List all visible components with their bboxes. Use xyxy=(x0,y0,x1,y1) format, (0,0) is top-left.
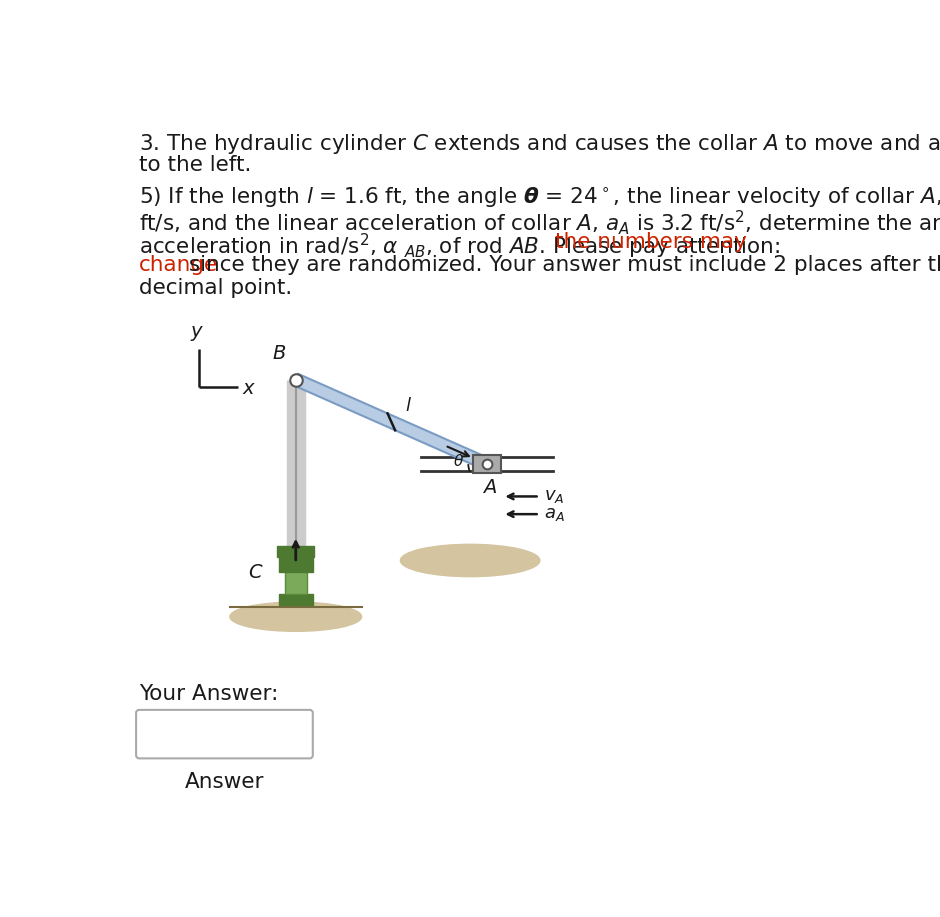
FancyBboxPatch shape xyxy=(278,555,313,572)
Text: ft/s, and the linear acceleration of collar $A$, $a_A$ is 3.2 ft/s$^2$, determin: ft/s, and the linear acceleration of col… xyxy=(139,208,940,238)
FancyBboxPatch shape xyxy=(136,710,313,758)
Text: $B$: $B$ xyxy=(273,344,287,362)
Text: decimal point.: decimal point. xyxy=(139,278,292,298)
Text: $x$: $x$ xyxy=(242,379,256,397)
FancyBboxPatch shape xyxy=(285,555,306,594)
Polygon shape xyxy=(293,374,490,470)
FancyBboxPatch shape xyxy=(278,594,313,605)
Text: $l$: $l$ xyxy=(405,397,413,415)
Text: change: change xyxy=(139,255,218,275)
FancyBboxPatch shape xyxy=(473,455,501,473)
Ellipse shape xyxy=(400,545,540,577)
Text: 3. The hydraulic cylinder $C$ extends and causes the collar $A$ to move and acce: 3. The hydraulic cylinder $C$ extends an… xyxy=(139,132,940,156)
Text: $A$: $A$ xyxy=(481,478,496,497)
Text: to the left.: to the left. xyxy=(139,155,252,175)
Text: $v_A$: $v_A$ xyxy=(544,488,565,505)
Text: the numbers may: the numbers may xyxy=(555,232,746,251)
Text: acceleration in rad/s$^2$, $\alpha$ $_{AB}$, of rod $AB$. Please pay attention:: acceleration in rad/s$^2$, $\alpha$ $_{A… xyxy=(139,232,783,261)
Text: $C$: $C$ xyxy=(247,562,263,581)
Text: $\theta$: $\theta$ xyxy=(453,453,464,469)
Text: Your Answer:: Your Answer: xyxy=(139,684,278,703)
Text: $y$: $y$ xyxy=(190,324,205,343)
Text: $a_A$: $a_A$ xyxy=(544,505,565,524)
FancyBboxPatch shape xyxy=(277,546,314,557)
Text: since they are randomized. Your answer must include 2 places after the: since they are randomized. Your answer m… xyxy=(181,255,940,275)
Ellipse shape xyxy=(230,602,362,631)
Text: 5) If the length $l$ = 1.6 ft, the angle $\boldsymbol{\theta}$ = 24$^\circ$, the: 5) If the length $l$ = 1.6 ft, the angle… xyxy=(139,185,940,210)
Text: Answer: Answer xyxy=(184,772,264,792)
